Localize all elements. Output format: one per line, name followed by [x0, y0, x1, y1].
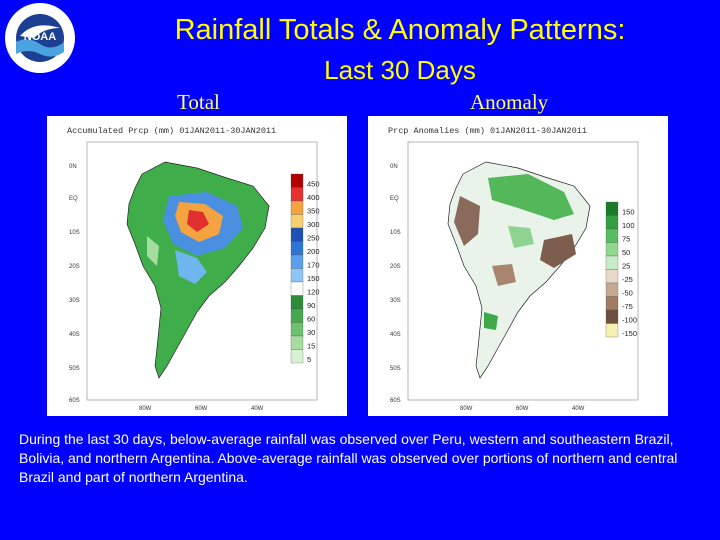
anomaly-legend-label: -100 [622, 316, 637, 325]
anomaly-legend: 150 100 75 50 25 -25 -50 -75 -100 -150 [605, 201, 637, 338]
anomaly-legend-label: 75 [622, 235, 630, 244]
anomaly-legend-label: -75 [622, 302, 633, 311]
svg-text:20S: 20S [390, 264, 401, 270]
svg-text:10S: 10S [390, 230, 401, 236]
svg-text:0N: 0N [390, 164, 398, 170]
total-legend-label: 400 [307, 193, 320, 202]
total-legend-swatch [290, 308, 304, 323]
total-legend-swatch [290, 187, 304, 202]
svg-text:40S: 40S [390, 332, 401, 338]
anomaly-legend-label: -150 [622, 329, 637, 338]
caption-text: During the last 30 days, below-average r… [19, 431, 678, 485]
total-legend-label: 30 [307, 328, 315, 337]
total-lon-ticks: 80W 60W 40W [139, 406, 264, 412]
total-lat-ticks: 0N EQ 10S 20S 30S 40S 50S 60S [69, 164, 80, 404]
anomaly-legend-swatch [605, 296, 619, 311]
total-legend-swatch [290, 200, 304, 215]
total-legend-label: 5 [307, 355, 311, 364]
total-legend-label: 200 [307, 247, 320, 256]
total-legend-swatch [290, 254, 304, 269]
total-legend-swatch [290, 214, 304, 229]
total-legend-label: 15 [307, 342, 315, 351]
svg-text:80W: 80W [460, 406, 473, 412]
total-legend-swatch [290, 335, 304, 350]
total-map-title: Accumulated Prcp (mm) 01JAN2011-30JAN201… [67, 126, 277, 136]
svg-text:50S: 50S [69, 366, 80, 372]
total-legend-label: 300 [307, 220, 320, 229]
total-legend-label: 60 [307, 315, 315, 324]
anomaly-precip-map: Prcp Anomalies (mm) 01JAN2011-30JAN2011 … [368, 116, 668, 416]
anomaly-lon-ticks: 80W 60W 40W [460, 406, 585, 412]
svg-text:50S: 50S [390, 366, 401, 372]
svg-text:30S: 30S [390, 298, 401, 304]
anomaly-legend-label: 50 [622, 248, 630, 257]
total-legend-label: 350 [307, 207, 320, 216]
svg-text:40S: 40S [69, 332, 80, 338]
anomaly-map-graphic: 0N EQ 10S 20S 30S 40S 50S 60S 80W 60W 40… [390, 141, 639, 412]
total-map-graphic: 0N EQ 10S 20S 30S 40S 50S 60S 80W 60W 40… [69, 141, 320, 412]
svg-text:60S: 60S [69, 398, 80, 404]
anomaly-legend-swatch [605, 228, 619, 243]
svg-text:40W: 40W [251, 406, 264, 412]
svg-text:EQ: EQ [390, 196, 399, 202]
anomaly-legend-swatch [605, 269, 619, 284]
total-legend-label: 450 [307, 180, 320, 189]
svg-text:60W: 60W [195, 406, 208, 412]
anomaly-legend-label: 100 [622, 221, 635, 230]
total-legend-swatch [290, 173, 304, 188]
total-legend-label: 90 [307, 301, 315, 310]
slide-title: Rainfall Totals & Anomaly Patterns: [174, 14, 626, 46]
anomaly-legend-swatch [605, 255, 619, 270]
anomaly-legend-label: -50 [622, 289, 633, 298]
total-label: Total [177, 90, 220, 114]
anomaly-legend-swatch [605, 201, 619, 216]
svg-text:10S: 10S [69, 230, 80, 236]
anomaly-legend-swatch [605, 323, 619, 338]
anomaly-legend-swatch [605, 215, 619, 230]
anomaly-map-title: Prcp Anomalies (mm) 01JAN2011-30JAN2011 [388, 126, 587, 136]
total-legend-label: 120 [307, 288, 320, 297]
svg-text:60S: 60S [390, 398, 401, 404]
svg-text:0N: 0N [69, 164, 77, 170]
total-legend-swatch [290, 349, 304, 364]
svg-text:60W: 60W [516, 406, 529, 412]
total-legend-swatch [290, 268, 304, 283]
anomaly-legend-label: 150 [622, 208, 635, 217]
noaa-logo-text: NOAA [24, 31, 56, 43]
noaa-logo: NOAA [5, 3, 75, 73]
total-legend: 450 400 350 300 250 200 170 150 120 90 60 30 15 5 [290, 173, 320, 364]
svg-text:EQ: EQ [69, 196, 78, 202]
anomaly-lat-ticks: 0N EQ 10S 20S 30S 40S 50S 60S [390, 164, 401, 404]
anomaly-legend-label: 25 [622, 262, 630, 271]
svg-text:30S: 30S [69, 298, 80, 304]
total-legend-swatch [290, 281, 304, 296]
total-legend-swatch [290, 241, 304, 256]
total-legend-label: 170 [307, 261, 320, 270]
total-legend-swatch [290, 322, 304, 337]
total-legend-swatch [290, 295, 304, 310]
anomaly-legend-swatch [605, 309, 619, 324]
total-precip-map: Accumulated Prcp (mm) 01JAN2011-30JAN201… [47, 116, 347, 416]
anomaly-legend-swatch [605, 282, 619, 297]
anomaly-legend-swatch [605, 242, 619, 257]
total-legend-swatch [290, 227, 304, 242]
total-legend-label: 250 [307, 234, 320, 243]
svg-text:80W: 80W [139, 406, 152, 412]
anomaly-legend-label: -25 [622, 275, 633, 284]
anomaly-label: Anomaly [470, 90, 549, 114]
total-legend-label: 150 [307, 274, 320, 283]
svg-text:20S: 20S [69, 264, 80, 270]
slide-subtitle: Last 30 Days [324, 55, 476, 85]
svg-text:40W: 40W [572, 406, 585, 412]
